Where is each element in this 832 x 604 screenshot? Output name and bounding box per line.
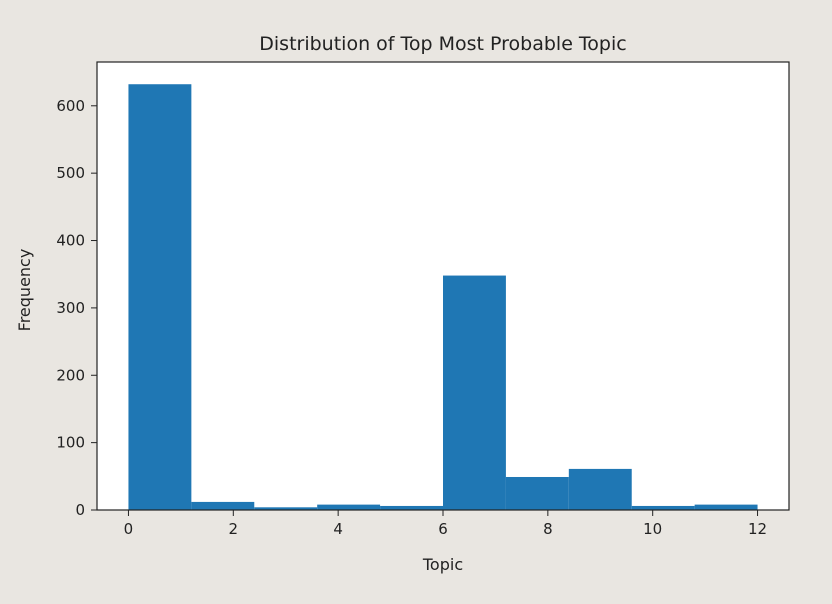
histogram-bar-6 <box>505 476 569 510</box>
histogram-bar-1 <box>191 501 255 510</box>
histogram-bar-3 <box>317 504 381 510</box>
y-tick-label: 100 <box>56 434 85 452</box>
x-tick-label: 10 <box>643 520 662 538</box>
y-tick-label: 0 <box>75 501 85 519</box>
y-tick-label: 200 <box>56 366 85 384</box>
y-axis-label: Frequency <box>15 249 34 332</box>
histogram-bar-7 <box>568 468 632 510</box>
y-tick-label: 600 <box>56 97 85 115</box>
bars-group <box>128 84 758 511</box>
histogram-bar-5 <box>443 275 506 510</box>
x-tick-label: 4 <box>333 520 343 538</box>
histogram-bar-2 <box>254 507 318 510</box>
y-tick-label: 300 <box>56 299 85 317</box>
chart-title: Distribution of Top Most Probable Topic <box>259 33 626 55</box>
x-tick-label: 8 <box>543 520 553 538</box>
x-tick-label: 0 <box>124 520 134 538</box>
x-axis-ticks: 0 2 4 6 8 10 12 <box>124 510 767 538</box>
y-tick-label: 400 <box>56 232 85 250</box>
y-tick-label: 500 <box>56 164 85 182</box>
x-tick-label: 12 <box>748 520 767 538</box>
x-tick-label: 2 <box>229 520 239 538</box>
histogram-bar-8 <box>631 505 695 510</box>
x-tick-label: 6 <box>438 520 448 538</box>
histogram-bar-9 <box>694 504 758 510</box>
histogram-bar-0 <box>128 84 192 511</box>
y-axis-ticks: 0 100 200 300 400 500 600 <box>56 97 97 519</box>
histogram-bar-4 <box>380 505 443 510</box>
x-axis-label: Topic <box>422 555 463 574</box>
